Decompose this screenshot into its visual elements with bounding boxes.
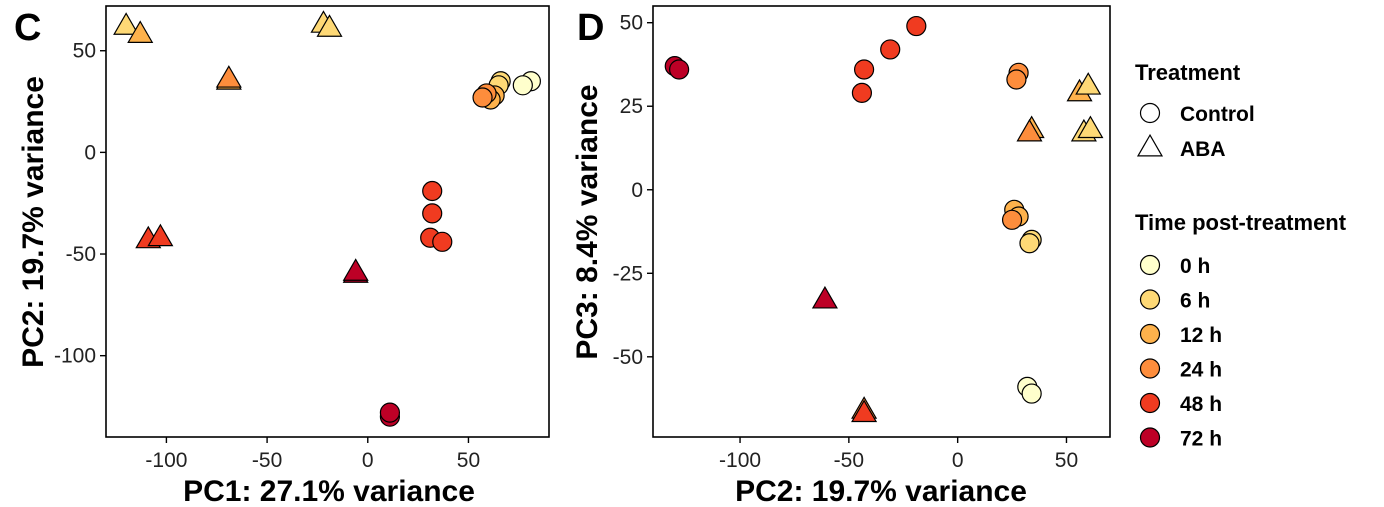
legend: Treatment Control ABA Time post-treatment… [1135,60,1347,451]
legend-color-swatch [1139,392,1161,414]
panel-d-point-control [906,15,927,37]
panel-c-point-control [472,87,493,108]
legend-color-swatch [1139,289,1161,310]
panel-d-point-aba [811,285,838,309]
panel-c-axes: -100 -50 0 50 50 0 -50 -100 [54,5,550,472]
panel-c-marks [113,10,541,427]
panel-d-point-control [669,59,690,80]
panel-letter-d: D [577,7,604,49]
panel-c-point-control [379,402,401,423]
legend-color-swatch [1139,323,1161,345]
legend-time-label: 72 h [1180,428,1222,451]
panel-c-x-tick-label: 0 [362,449,374,472]
panel-c-point-aba [147,223,174,247]
legend-color-swatch [1139,254,1161,276]
legend-time-label: 48 h [1180,393,1222,416]
panel-c-point-control [422,180,443,202]
panel-c-point-aba [316,14,343,37]
legend-color-swatch [1139,427,1161,448]
panel-c-point-control [512,75,533,96]
panel-d-point-control [1021,383,1042,404]
panel-d-y-tick-label: 0 [631,179,643,202]
panel-d-point-aba [1077,115,1104,139]
panel-c-x-tick-label: -50 [252,449,282,472]
legend-time-items: 0 h 6 h 12 h 24 h 48 h 72 h [1139,254,1222,451]
panel-d-point-aba [1016,118,1043,142]
panel-c-y-tick-label: -50 [66,243,96,266]
legend-treatment-label: ABA [1180,138,1226,161]
panel-d: D -100 -50 0 50 50 25 0 -25 -50 PC2: 19.7% varia… [571,5,1111,507]
panel-d-point-control [880,39,901,60]
panel-d-y-axis-title: PC3: 8.4% variance [571,84,604,359]
panel-d-point-control [1006,69,1027,90]
panel-c: C -100 -50 0 50 50 0 -50 -100 PC1: 27.1% varian… [14,5,550,507]
legend-time-label: 12 h [1180,324,1222,347]
panel-d-y-tick-label: 50 [620,12,643,35]
panel-d-point-control [853,59,875,80]
panel-d-x-tick-label: -50 [834,449,864,472]
panel-d-y-tick-label: -50 [613,346,643,369]
panel-d-marks [664,15,1104,423]
legend-time-label: 24 h [1180,359,1222,382]
panel-c-point-aba [342,258,369,281]
panel-c-x-axis-title: PC1: 27.1% variance [183,475,475,507]
legend-treatment-items: Control ABA [1136,102,1255,161]
panel-d-axes: -100 -50 0 50 50 25 0 -25 -50 [613,5,1111,472]
panel-d-x-tick-label: 50 [1055,449,1078,472]
legend-treatment-label: Control [1180,103,1255,126]
panel-c-y-tick-label: 0 [84,141,96,164]
panel-d-plot-frame [652,5,1111,438]
panel-c-plot-frame [105,5,550,438]
panel-c-point-aba [215,65,242,88]
legend-time-label: 6 h [1180,290,1210,313]
panel-d-y-tick-label: -25 [613,262,643,285]
panel-c-point-aba [127,20,154,43]
panel-d-point-control [1001,209,1023,230]
panel-c-x-tick-label: 50 [457,449,480,472]
panel-c-y-tick-label: 50 [73,40,96,63]
legend-treatment-title: Treatment [1135,60,1241,85]
panel-d-point-control [1019,233,1040,254]
legend-time-label: 0 h [1180,255,1210,278]
panel-c-point-control [432,231,453,252]
legend-circle-icon [1139,102,1161,124]
legend-color-swatch [1139,358,1161,379]
panel-d-point-control [851,82,873,103]
panel-c-y-tick-label: -100 [54,345,96,368]
legend-time-title: Time post-treatment [1135,210,1347,235]
panel-d-x-axis-title: PC2: 19.7% variance [735,475,1027,507]
panel-letter-c: C [14,7,41,49]
panel-d-x-tick-label: 0 [952,449,964,472]
panel-d-y-tick-label: 25 [620,95,643,118]
panel-d-point-aba [1075,72,1102,95]
panel-c-point-aba [113,12,140,35]
panel-d-x-tick-label: -100 [719,449,761,472]
panel-c-point-control [422,203,443,224]
panel-c-y-axis-title: PC2: 19.7% variance [17,76,50,368]
panel-d-point-aba [851,399,878,423]
panel-c-x-tick-label: -100 [145,449,187,472]
legend-triangle-icon [1136,133,1164,157]
